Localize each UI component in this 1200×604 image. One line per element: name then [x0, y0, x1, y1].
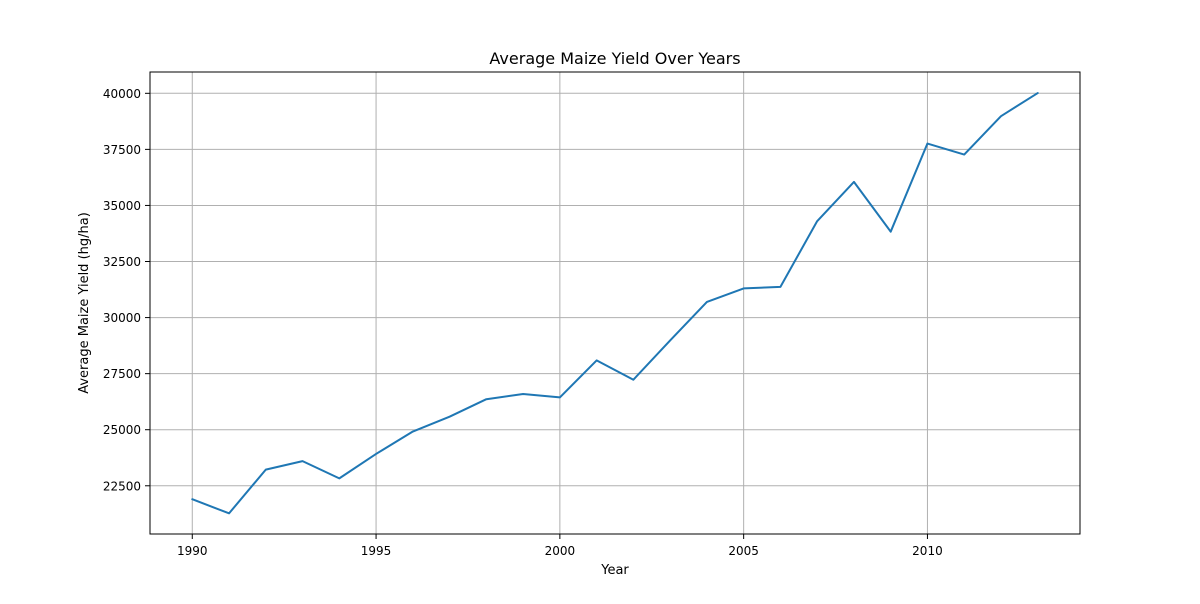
- chart-title: Average Maize Yield Over Years: [489, 49, 740, 68]
- data-point: [743, 287, 745, 289]
- data-point: [963, 154, 965, 156]
- y-tick-label: 37500: [103, 143, 141, 157]
- data-point: [596, 359, 598, 361]
- data-point: [412, 431, 414, 433]
- data-point: [449, 416, 451, 418]
- x-tick-label: 2000: [545, 544, 576, 558]
- y-tick-label: 25000: [103, 423, 141, 437]
- series-line: [191, 92, 1039, 515]
- data-point: [559, 396, 561, 398]
- series-layer: [191, 92, 1039, 515]
- data-point: [485, 398, 487, 400]
- data-point: [1000, 115, 1002, 117]
- y-tick-label: 22500: [103, 479, 141, 493]
- data-point: [338, 477, 340, 479]
- x-axis-ticks: 1990 1995 2000 2005 2010: [177, 534, 943, 558]
- data-point: [191, 498, 193, 500]
- data-point: [816, 220, 818, 222]
- x-axis-label: Year: [600, 563, 629, 578]
- y-tick-label: 30000: [103, 311, 141, 325]
- data-point: [265, 469, 267, 471]
- data-point: [669, 339, 671, 341]
- x-tick-label: 2010: [912, 544, 943, 558]
- x-tick-label: 1990: [177, 544, 208, 558]
- x-tick-label: 2005: [728, 544, 759, 558]
- y-axis-ticks: 22500 25000 27500 30000 32500 35000 37500 40000: [103, 87, 150, 493]
- data-point: [926, 143, 928, 145]
- plot-frame: [149, 71, 1081, 535]
- data-point: [302, 460, 304, 462]
- data-point: [522, 393, 524, 395]
- y-tick-label: 40000: [103, 87, 141, 101]
- data-point: [706, 301, 708, 303]
- y-tick-label: 32500: [103, 255, 141, 269]
- data-point: [228, 512, 230, 514]
- data-point: [632, 379, 634, 381]
- x-tick-label: 1995: [361, 544, 392, 558]
- y-axis-label: Average Maize Yield (hg/ha): [77, 212, 92, 394]
- data-point: [375, 453, 377, 455]
- data-point: [779, 286, 781, 288]
- data-point: [890, 231, 892, 233]
- y-tick-label: 35000: [103, 199, 141, 213]
- grid: [150, 72, 1080, 534]
- data-point: [853, 181, 855, 183]
- data-point: [1037, 92, 1039, 94]
- y-tick-label: 27500: [103, 367, 141, 381]
